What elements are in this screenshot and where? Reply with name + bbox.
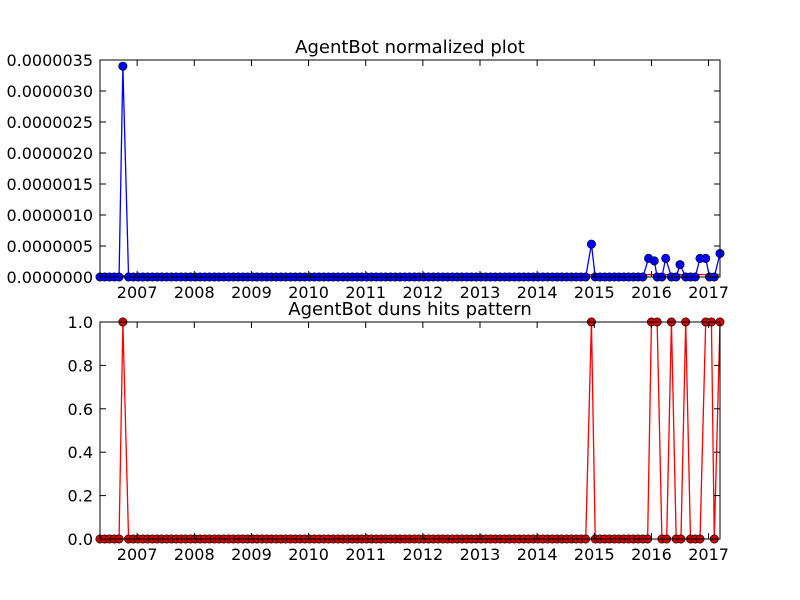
axes-0: 0.0000000 0.0000005 0.0000010 0.0000015 0.00… <box>6 51 728 302</box>
y-tick-label: 0.0000035 <box>6 51 93 70</box>
x-tick-label: 2012 <box>402 283 443 302</box>
series-line-0 <box>100 66 721 278</box>
y-tick-label: 0.2 <box>68 487 93 506</box>
x-tick-label: 2013 <box>460 545 501 564</box>
x-tick-label: 2008 <box>174 545 215 564</box>
x-tick-label: 2014 <box>517 283 558 302</box>
x-tick-label: 2016 <box>631 283 672 302</box>
y-tick-label: 0.6 <box>68 400 93 419</box>
x-tick-label: 2008 <box>174 283 215 302</box>
bottom-title: AgentBot duns hits pattern <box>288 299 531 320</box>
plot-area-0 <box>95 61 725 282</box>
y-tick-label: 0.0 <box>68 530 93 549</box>
y-tick-label: 0.0000025 <box>6 113 93 132</box>
x-tick-label: 2011 <box>345 283 386 302</box>
x-tick-label: 2009 <box>231 283 272 302</box>
data-point <box>586 239 596 249</box>
top-title: AgentBot normalized plot <box>295 37 525 58</box>
x-tick-label: 2017 <box>688 283 729 302</box>
x-tick-label: 2011 <box>345 545 386 564</box>
y-tick-label: 0.0000015 <box>6 175 93 194</box>
y-tick-label: 0.4 <box>68 443 93 462</box>
data-point <box>118 61 128 71</box>
data-point <box>701 253 711 263</box>
y-tick-label: 0.8 <box>68 356 93 375</box>
y-tick-label: 0.0000010 <box>6 206 93 225</box>
x-tick-label: 2007 <box>117 283 158 302</box>
y-tick-label: 0.0000020 <box>6 144 93 163</box>
x-tick-label: 2014 <box>517 545 558 564</box>
x-tick-label: 2010 <box>288 283 329 302</box>
x-tick-label: 2013 <box>460 283 501 302</box>
plot-top: AgentBot normalized plot <box>295 37 525 58</box>
axes-1: 0.0 0.2 0.4 0.6 0.8 1.0 2007 2008 2009 2010 2011 20… <box>68 313 729 564</box>
x-tick-label: 2016 <box>631 545 672 564</box>
x-tick-label: 2012 <box>402 545 443 564</box>
y-tick-label: 1.0 <box>68 313 93 332</box>
x-tick-label: 2015 <box>574 545 615 564</box>
y-tick-label: 0.0000030 <box>6 82 93 101</box>
y-tick-label: 0.0000000 <box>6 268 93 287</box>
axes-frame <box>99 59 721 278</box>
x-tick-label: 2010 <box>288 545 329 564</box>
series-line-1 <box>100 321 721 540</box>
x-tick-label: 2009 <box>231 545 272 564</box>
plot-area-1 <box>95 317 725 544</box>
data-point <box>661 253 671 263</box>
x-tick-label: 2015 <box>574 283 615 302</box>
data-point <box>649 256 659 266</box>
axes-frame <box>99 321 721 540</box>
x-tick-label: 2017 <box>688 545 729 564</box>
x-tick-label: 2007 <box>117 545 158 564</box>
plot-bottom: AgentBot duns hits pattern <box>288 299 531 320</box>
data-point <box>675 260 685 270</box>
y-tick-label: 0.0000005 <box>6 237 93 256</box>
